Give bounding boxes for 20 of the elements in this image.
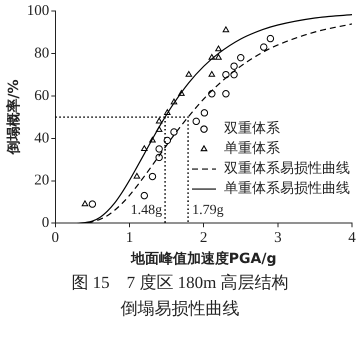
text: 图 15 7 度区 180m 高层结构倒塌易损性曲线 — [70, 272, 290, 320]
y-tick-label: 0 — [42, 215, 50, 232]
y-tick-label: 40 — [34, 130, 50, 146]
annotation: 1.48g — [130, 203, 162, 218]
y-axis-title: 倒塌概率/% — [5, 80, 22, 156]
x-axis-title: 地面峰值加速度PGA/g — [130, 250, 277, 268]
y-tick-label: 20 — [34, 172, 50, 189]
x-tick-label: 0 — [52, 230, 60, 246]
y-tick-label: 80 — [34, 45, 50, 62]
x-tick-label: 3 — [274, 230, 282, 246]
legend-label: 双重体系易损性曲线 — [224, 160, 350, 177]
annotation: 1.79g — [192, 203, 224, 218]
legend-label: 双重体系 — [224, 120, 280, 137]
x-tick-label: 2 — [200, 230, 208, 246]
x-tick-label: 4 — [348, 230, 356, 246]
legend-label: 单重体系 — [224, 140, 280, 157]
y-tick-label: 60 — [34, 88, 50, 104]
legend-label: 单重体系易损性曲线 — [224, 180, 350, 197]
y-tick-label: 100 — [26, 2, 50, 19]
x-tick-label: 1 — [126, 230, 134, 246]
